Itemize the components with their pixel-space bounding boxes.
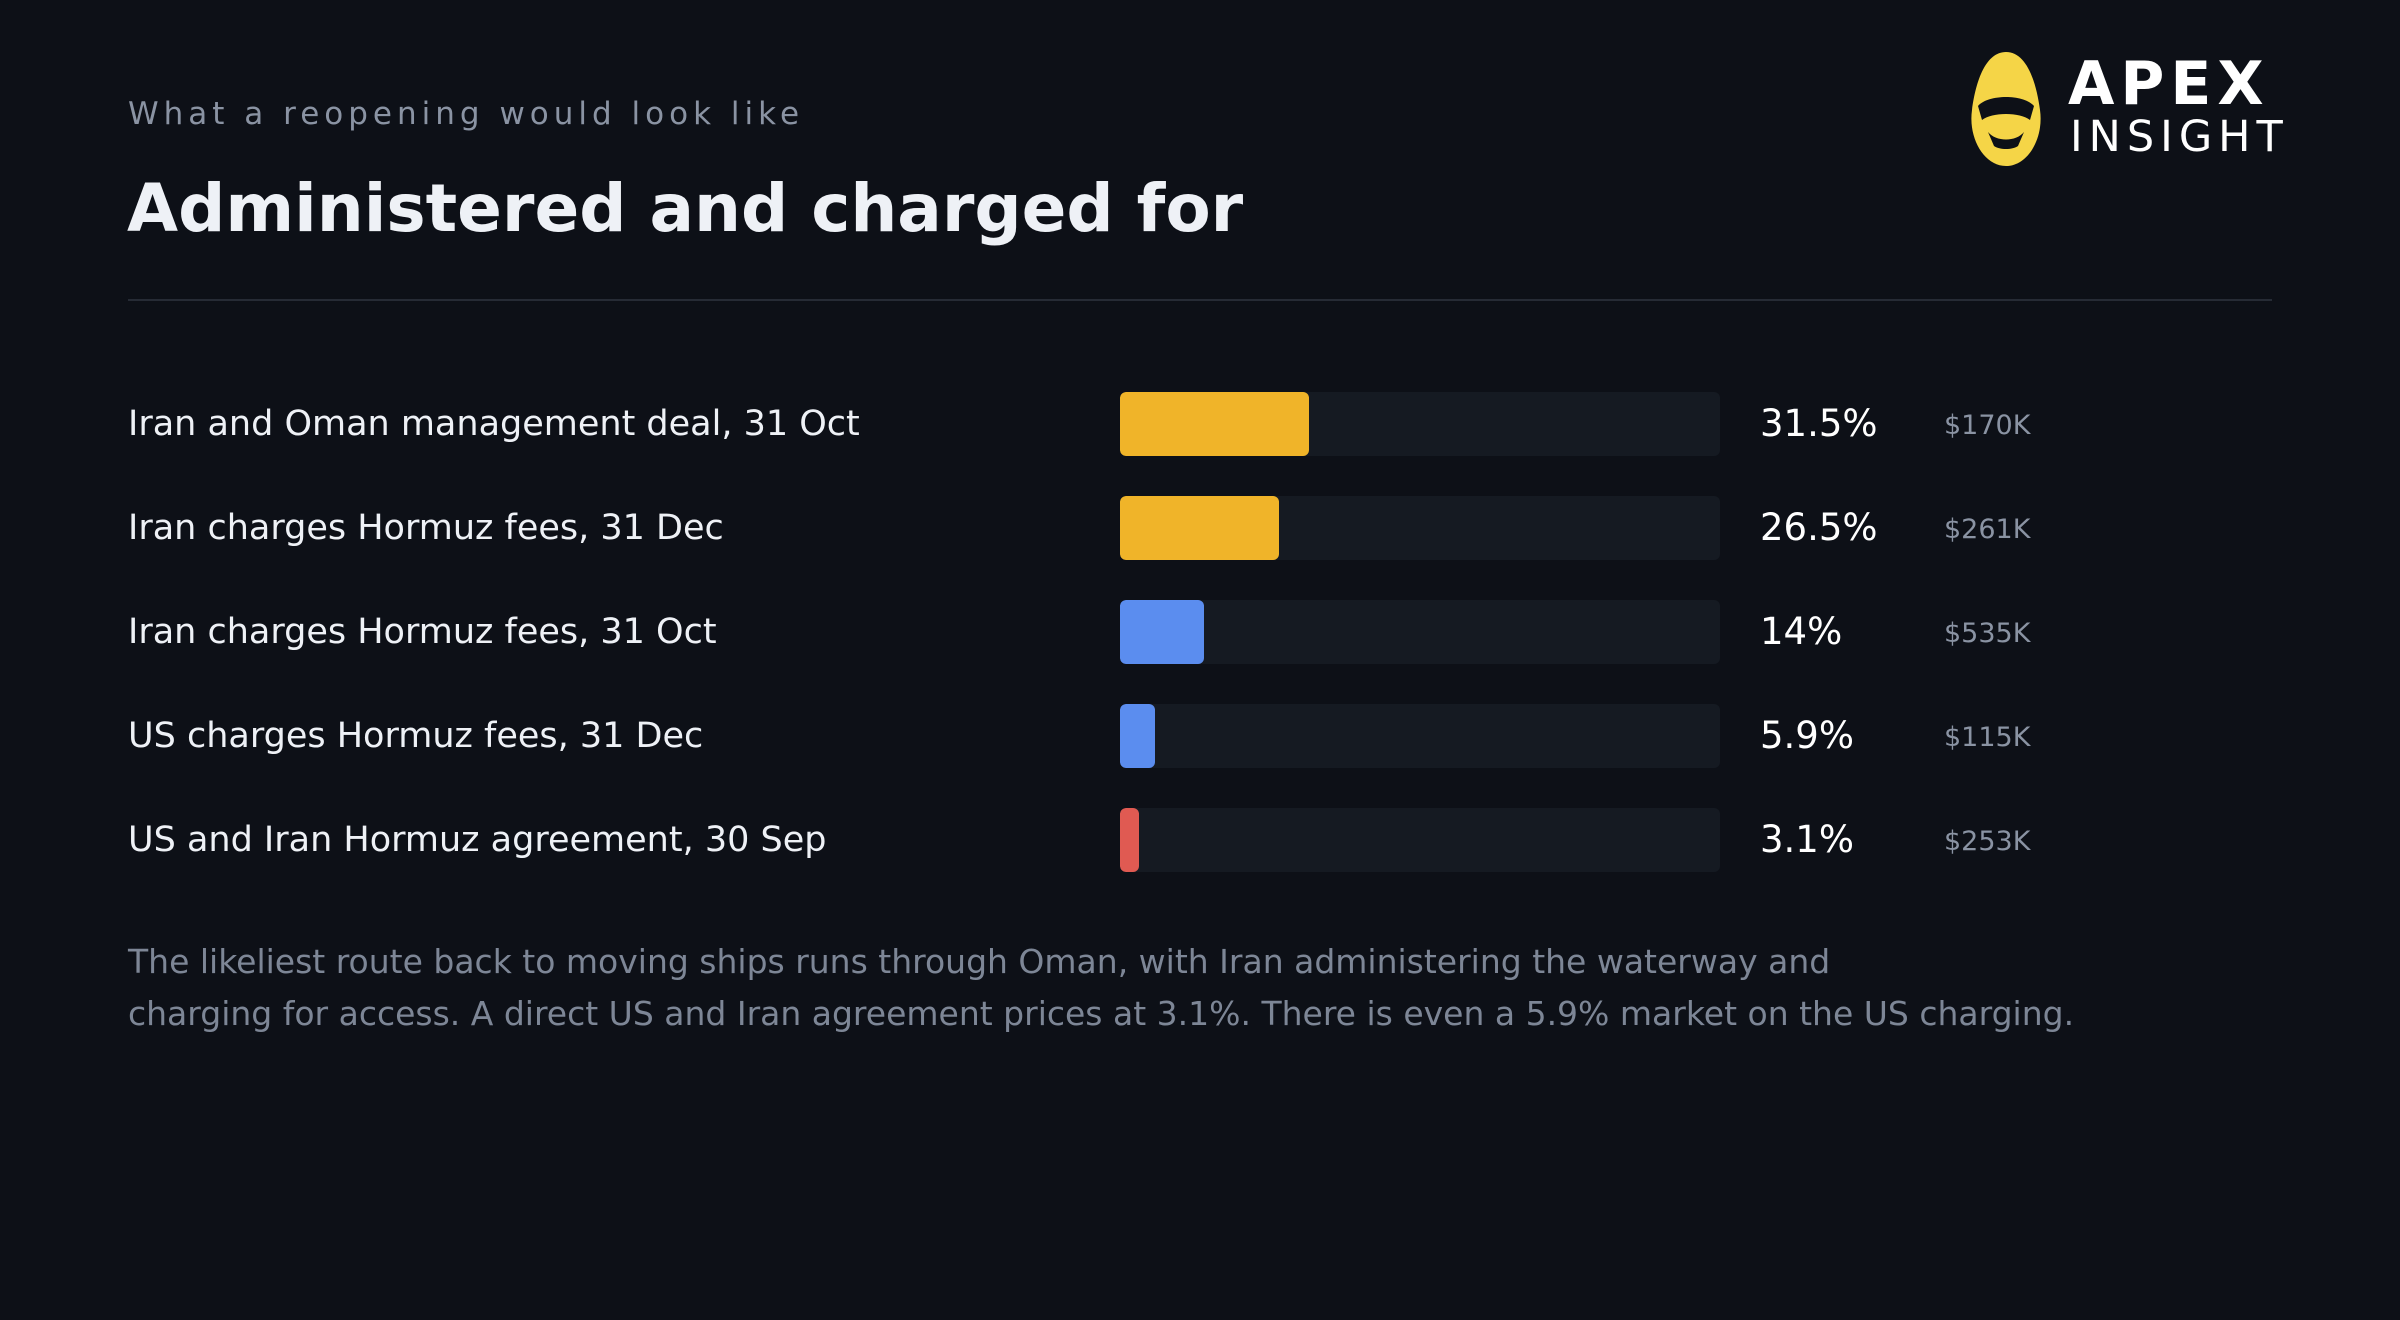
note-line-1: The likeliest route back to moving ships…: [128, 942, 1831, 981]
chart-row: US charges Hormuz fees, 31 Dec 5.9% $115K: [0, 704, 2400, 768]
chart-row: Iran charges Hormuz fees, 31 Oct 14% $535K: [0, 600, 2400, 664]
volume-label: $170K: [1944, 410, 2031, 441]
volume-label: $261K: [1944, 514, 2031, 545]
chart-row: Iran and Oman management deal, 31 Oct 31.…: [0, 392, 2400, 456]
bar: [1120, 496, 1279, 560]
bar: [1120, 704, 1156, 768]
note-line-2: charging for access. A direct US and Ira…: [128, 994, 2075, 1033]
bar-track: [1120, 392, 1720, 456]
bar: [1120, 392, 1309, 456]
data-label: 26.5%: [1760, 506, 1878, 549]
data-label: 3.1%: [1760, 818, 1854, 861]
volume-label: $253K: [1944, 826, 2031, 857]
row-label: Iran charges Hormuz fees, 31 Dec: [128, 508, 724, 548]
data-label: 14%: [1760, 610, 1843, 653]
brand-word-insight: INSIGHT: [2070, 112, 2289, 162]
brand-logo: APEX INSIGHT: [1966, 49, 2283, 168]
row-label: US and Iran Hormuz agreement, 30 Sep: [128, 820, 827, 860]
bar: [1120, 808, 1139, 872]
volume-label: $535K: [1944, 618, 2031, 649]
bar-track: [1120, 704, 1720, 768]
brand-word-apex: APEX: [2068, 49, 2270, 119]
row-label: Iran and Oman management deal, 31 Oct: [128, 404, 860, 444]
row-label: Iran charges Hormuz fees, 31 Oct: [128, 612, 717, 652]
bar: [1120, 600, 1204, 664]
volume-label: $115K: [1944, 722, 2031, 753]
chart-note: The likeliest route back to moving ships…: [128, 936, 2088, 1040]
data-label: 31.5%: [1760, 402, 1878, 445]
page-title: Administered and charged for: [127, 170, 1244, 247]
data-label: 5.9%: [1760, 714, 1854, 757]
eyebrow: What a reopening would look like: [128, 96, 805, 132]
chart-row: Iran charges Hormuz fees, 31 Dec 26.5% $26…: [0, 496, 2400, 560]
bar-track: [1120, 600, 1720, 664]
chart-row: US and Iran Hormuz agreement, 30 Sep 3.1%…: [0, 808, 2400, 872]
bar-track: [1120, 496, 1720, 560]
bar-track: [1120, 808, 1720, 872]
brand-mark-icon: [1971, 52, 2041, 166]
row-label: US charges Hormuz fees, 31 Dec: [128, 716, 704, 756]
header-divider: [128, 299, 2272, 301]
